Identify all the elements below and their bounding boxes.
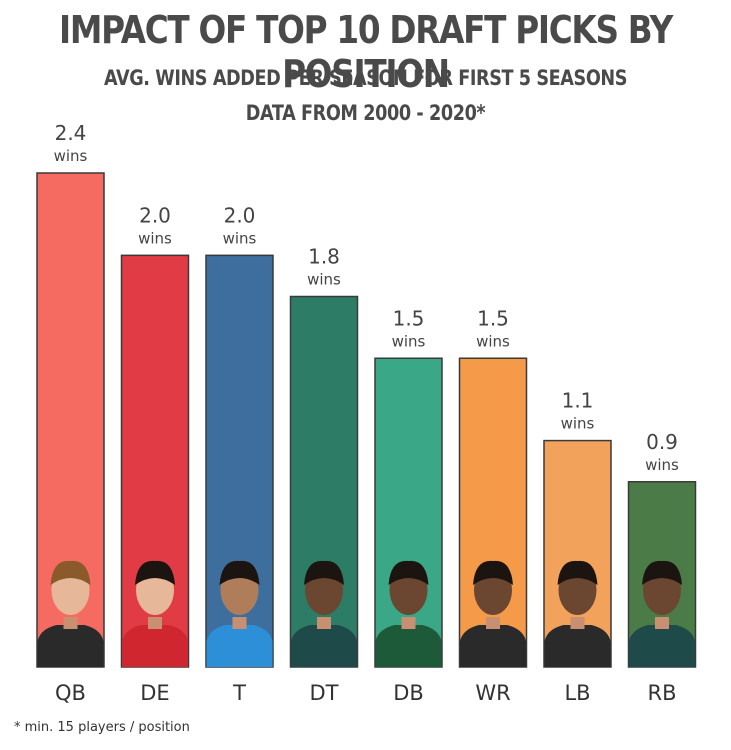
chart-subtitle: AVG. WINS ADDED PER SEASON FOR FIRST 5 S…	[103, 66, 628, 90]
player-jersey-qb	[37, 625, 104, 667]
category-label-wr: WR	[475, 681, 510, 705]
player-hair-dt	[304, 560, 344, 585]
data-unit-qb: wins	[54, 147, 88, 165]
player-jersey-t	[206, 625, 273, 667]
data-unit-rb: wins	[645, 456, 679, 474]
data-unit-de: wins	[138, 229, 172, 247]
player-neck-wr	[486, 617, 500, 629]
data-unit-t: wins	[223, 229, 257, 247]
bar-wr	[458, 357, 528, 668]
footnote: * min. 15 players / position	[14, 720, 190, 735]
player-hair-t	[219, 560, 260, 585]
player-hair-db	[388, 560, 429, 585]
category-label-rb: RB	[648, 681, 677, 705]
category-label-de: DE	[140, 681, 169, 705]
data-label-lb: 1.1	[562, 389, 594, 413]
player-hair-lb	[557, 560, 598, 585]
player-jersey-dt	[291, 625, 357, 667]
category-label-dt: DT	[310, 681, 339, 705]
player-neck-dt	[317, 617, 331, 629]
data-label-de: 2.0	[139, 203, 171, 227]
category-label-t: T	[232, 681, 246, 705]
player-jersey-rb	[629, 625, 695, 667]
category-label-qb: QB	[55, 681, 86, 705]
data-label-dt: 1.8	[308, 245, 340, 269]
data-label-t: 2.0	[224, 203, 256, 227]
player-hair-qb	[50, 560, 91, 585]
data-label-qb: 2.4	[55, 121, 87, 145]
player-jersey-db	[375, 625, 442, 667]
data-label-wr: 1.5	[477, 306, 509, 330]
player-jersey-lb	[544, 625, 611, 667]
player-neck-qb	[63, 617, 78, 629]
data-unit-wr: wins	[476, 332, 510, 350]
player-neck-db	[401, 617, 416, 629]
data-unit-dt: wins	[307, 271, 341, 289]
player-hair-rb	[642, 560, 682, 585]
data-label-rb: 0.9	[646, 430, 678, 454]
data-unit-lb: wins	[561, 415, 595, 433]
player-jersey-de	[122, 625, 188, 667]
data-label-db: 1.5	[393, 306, 425, 330]
player-neck-rb	[655, 617, 669, 629]
category-label-lb: LB	[564, 681, 590, 705]
chart-data-range: DATA FROM 2000 - 2020*	[245, 101, 486, 125]
data-unit-db: wins	[392, 332, 426, 350]
player-neck-lb	[570, 617, 585, 629]
player-neck-de	[148, 617, 162, 629]
player-hair-de	[135, 560, 175, 585]
player-hair-wr	[473, 560, 513, 585]
player-jersey-wr	[460, 625, 526, 667]
chart-title: IMPACT OF TOP 10 DRAFT PICKS BY POSITION	[58, 8, 673, 96]
category-label-db: DB	[393, 681, 424, 705]
player-neck-t	[232, 617, 247, 629]
